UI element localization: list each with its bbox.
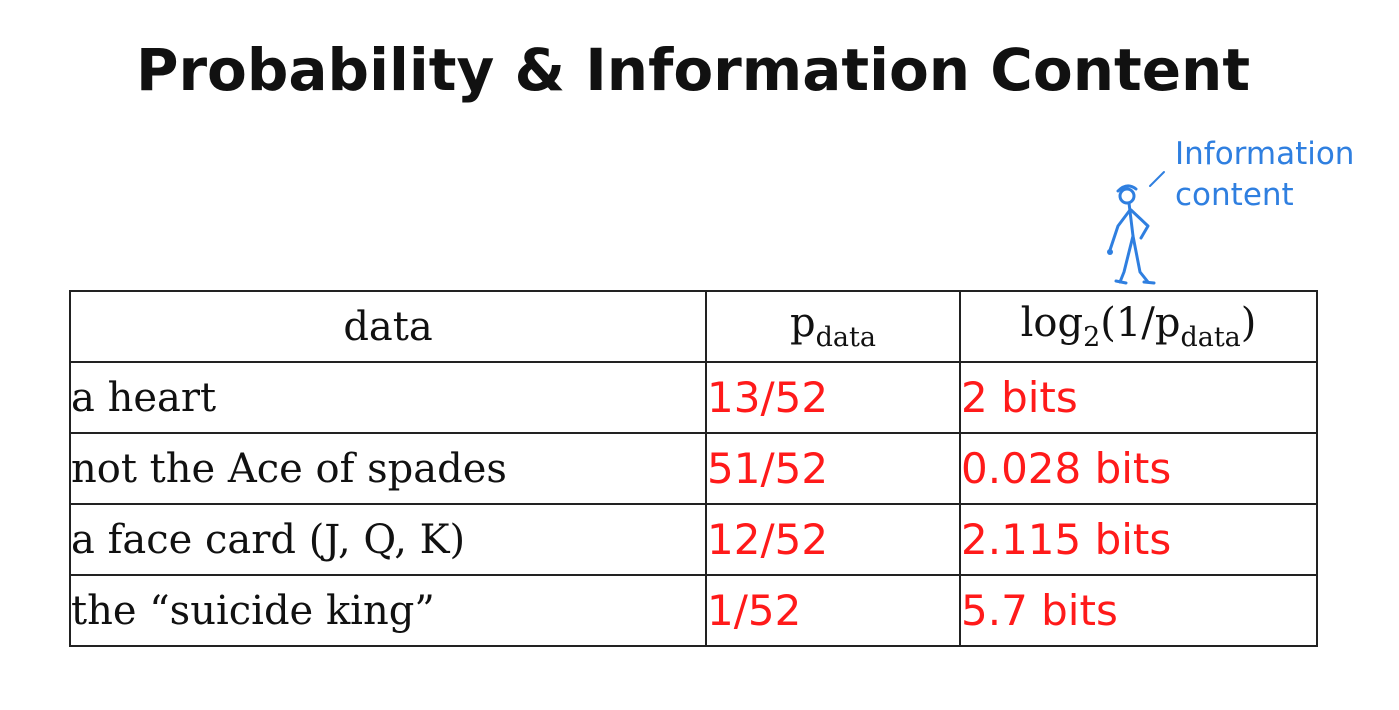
header-log-base: 2 [1083, 322, 1101, 353]
row-data-cell: not the Ace of spades [69, 432, 707, 505]
row-data-cell: a heart [69, 361, 707, 434]
row-information-cell: 0.028 bits [959, 432, 1318, 505]
row-probability-cell: 1/52 [705, 574, 961, 647]
header-log-prefix: log [1020, 300, 1084, 346]
row-information-cell: 5.7 bits [959, 574, 1318, 647]
header-log: log2(1/pdata) [959, 290, 1318, 363]
row-information-cell: 2 bits [959, 361, 1318, 434]
speech-tick-icon [1149, 171, 1165, 187]
table-row: the “suicide king” 1/52 5.7 bits [69, 574, 1318, 647]
row-probability-cell: 13/52 [705, 361, 961, 434]
header-p-main: p [790, 300, 816, 346]
annotation-line-1: Information [1175, 136, 1355, 172]
slide-title: Probability & Information Content [135, 36, 1251, 104]
header-data: data [69, 290, 707, 363]
information-content-table: data pdata log2(1/pdata) a heart 13/52 2… [69, 290, 1318, 647]
stick-figure-icon [1107, 184, 1156, 285]
row-probability-cell: 12/52 [705, 503, 961, 576]
header-log-end: ) [1240, 300, 1257, 346]
table-row: a heart 13/52 2 bits [69, 361, 1318, 434]
table-row: a face card (J, Q, K) 12/52 2.115 bits [69, 503, 1318, 576]
header-p-sub: data [815, 322, 876, 353]
header-log-sub: data [1180, 322, 1241, 353]
row-data-cell: the “suicide king” [69, 574, 707, 647]
annotation-line-2: content [1175, 177, 1294, 213]
table-row: not the Ace of spades 51/52 0.028 bits [69, 432, 1318, 505]
header-data-label: data [343, 303, 433, 350]
row-probability-cell: 51/52 [705, 432, 961, 505]
table-header-row: data pdata log2(1/pdata) [69, 290, 1318, 363]
row-information-cell: 2.115 bits [959, 503, 1318, 576]
information-content-annotation: Information content [1175, 134, 1354, 216]
header-log-mid: (1/p [1100, 300, 1181, 346]
header-p-data: pdata [705, 290, 961, 363]
row-data-cell: a face card (J, Q, K) [69, 503, 707, 576]
